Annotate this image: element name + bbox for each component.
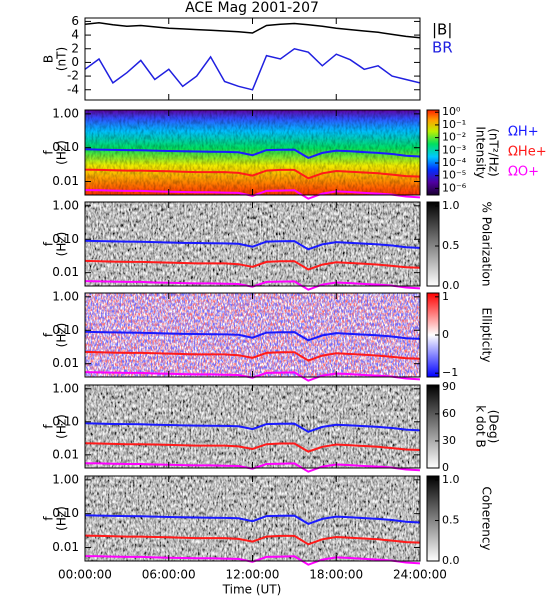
y-axis-label: (nT) bbox=[55, 47, 69, 71]
colorbar-label: (nT²/Hz) bbox=[487, 128, 501, 176]
gyrofrequency-line bbox=[84, 239, 421, 251]
y-tick-label: 0 bbox=[71, 55, 79, 69]
colorbar bbox=[426, 384, 440, 469]
y-tick-label: 0.01 bbox=[52, 447, 79, 461]
y-tick-label: 0.10 bbox=[52, 323, 79, 337]
legend-entry: ΩO+ bbox=[508, 165, 539, 180]
colorbar-tick-label: 10⁻⁴ bbox=[442, 156, 467, 169]
colorbar bbox=[426, 201, 440, 287]
colorbar-tick-label: −1 bbox=[442, 366, 458, 379]
gyrofrequency-line bbox=[84, 189, 421, 200]
x-tick-label: 06:00:00 bbox=[142, 568, 196, 582]
x-tick-label: 18:00:00 bbox=[309, 568, 363, 582]
colorbar-tick-label: 1 bbox=[442, 290, 449, 303]
data-line bbox=[85, 47, 420, 91]
y-tick-label: 1.00 bbox=[52, 381, 79, 395]
y-tick-label: 0.10 bbox=[52, 506, 79, 520]
colorbar-tick-label: 10⁻⁶ bbox=[442, 181, 467, 194]
y-axis-label: f bbox=[42, 150, 56, 155]
y-tick-label: 4 bbox=[71, 28, 79, 42]
colorbar-tick-label: 0.5 bbox=[442, 239, 460, 252]
legend-entry: ΩHe+ bbox=[508, 145, 547, 160]
y-tick-label: 0.10 bbox=[52, 232, 79, 246]
y-tick-label: 0.10 bbox=[52, 140, 79, 154]
y-tick-label: 1.00 bbox=[52, 106, 79, 120]
line-group bbox=[85, 22, 420, 91]
data-line bbox=[85, 22, 420, 39]
y-axis-label: (Hz) bbox=[55, 414, 69, 439]
colorbar-tick-label: 1.0 bbox=[442, 473, 460, 486]
y-tick-label: 1.00 bbox=[52, 289, 79, 303]
spectrogram bbox=[85, 293, 420, 377]
legend-entry: ΩH+ bbox=[508, 125, 539, 140]
y-tick-label: 6 bbox=[71, 14, 79, 28]
y-tick-label: -4 bbox=[67, 82, 79, 96]
gyrofrequency-line bbox=[84, 371, 421, 382]
gyrofrequency-line bbox=[84, 462, 421, 473]
y-axis-label: (Hz) bbox=[55, 506, 69, 531]
colorbar-tick-label: 0.0 bbox=[442, 554, 460, 567]
colorbar-label: (Deg) bbox=[487, 410, 501, 444]
gyrofrequency-line bbox=[84, 280, 421, 291]
colorbar bbox=[426, 109, 440, 196]
y-tick-label: 0.01 bbox=[52, 265, 79, 279]
gyrofrequency-line bbox=[84, 168, 421, 180]
colorbar-tick-label: 10⁻¹ bbox=[442, 118, 466, 131]
colorbar-tick-label: 1.0 bbox=[442, 199, 460, 212]
colorbar-tick-label: 10⁻⁵ bbox=[442, 169, 466, 182]
y-axis-label: (Hz) bbox=[55, 140, 69, 165]
gyrofrequency-line bbox=[84, 259, 421, 271]
colorbar-label: Ellipticity bbox=[480, 308, 494, 363]
x-tick-label: 00:00:00 bbox=[58, 568, 112, 582]
gyrofrequency-line bbox=[84, 330, 421, 342]
colorbar-tick-label: 90 bbox=[442, 380, 456, 393]
chart-title: ACE Mag 2001-207 bbox=[185, 0, 319, 16]
colorbar bbox=[426, 475, 440, 562]
colorbar-tick-label: 10⁻³ bbox=[442, 143, 466, 156]
y-axis-label: (Hz) bbox=[55, 232, 69, 257]
x-tick-label: 24:00:00 bbox=[393, 568, 447, 582]
colorbar-tick-label: 0.0 bbox=[442, 279, 460, 292]
plot-frame bbox=[84, 17, 421, 101]
y-axis-label: f bbox=[42, 424, 56, 429]
gyrofrequency-line bbox=[84, 148, 421, 160]
gyrofrequency-line bbox=[84, 350, 421, 362]
legend-entry: BR bbox=[432, 39, 453, 57]
y-tick-label: 2 bbox=[71, 41, 79, 55]
y-tick-label: 0.01 bbox=[52, 174, 79, 188]
y-tick-label: 1.00 bbox=[52, 472, 79, 486]
gyrofrequency-line bbox=[84, 422, 421, 433]
y-tick-label: 0.01 bbox=[52, 540, 79, 554]
gyrofrequency-line bbox=[84, 514, 421, 526]
colorbar-label: k dot B bbox=[474, 405, 488, 447]
x-tick-label: 12:00:00 bbox=[226, 568, 280, 582]
x-axis-label: Time (UT) bbox=[222, 583, 282, 597]
legend-entry: |B| bbox=[432, 21, 452, 39]
y-tick-label: 1.00 bbox=[52, 198, 79, 212]
gyrofrequency-line bbox=[84, 442, 421, 453]
colorbar-tick-label: 10⁰ bbox=[442, 105, 461, 118]
y-axis-label: (Hz) bbox=[55, 323, 69, 348]
colorbar-tick-label: 0 bbox=[442, 328, 449, 341]
y-axis-label: f bbox=[42, 516, 56, 521]
colorbar-label: Coherency bbox=[480, 486, 494, 550]
y-tick-label: 0.01 bbox=[52, 356, 79, 370]
colorbar-tick-label: 30 bbox=[442, 434, 456, 447]
colorbar-tick-label: 60 bbox=[442, 407, 456, 420]
colorbar-tick-label: 0.5 bbox=[442, 514, 460, 527]
colorbar-tick-label: 0 bbox=[442, 461, 449, 474]
y-axis-label: f bbox=[42, 332, 56, 337]
colorbar-tick-label: 10⁻² bbox=[442, 131, 466, 144]
y-tick-label: 0.10 bbox=[52, 414, 79, 428]
y-tick-label: -2 bbox=[67, 69, 79, 83]
y-axis-label: B bbox=[42, 55, 56, 63]
gyrofrequency-line bbox=[84, 555, 421, 566]
gyrofrequency-line bbox=[84, 534, 421, 546]
colorbar-label: % Polarization bbox=[480, 202, 494, 287]
y-axis-label: f bbox=[42, 241, 56, 246]
colorbar-label: Intensity bbox=[474, 126, 488, 178]
